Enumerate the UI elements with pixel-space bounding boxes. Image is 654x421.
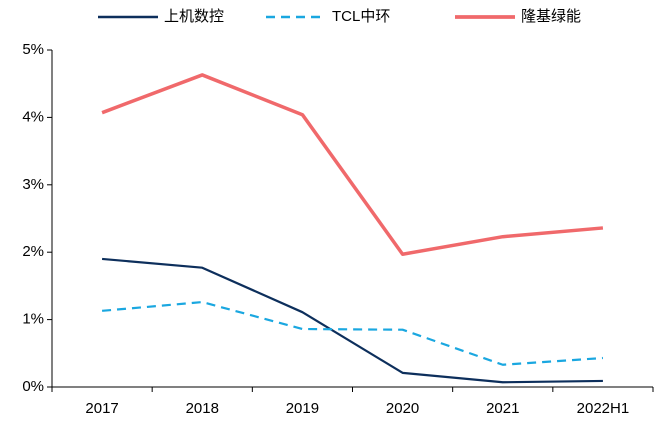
legend-label: 隆基绿能	[521, 8, 581, 25]
y-tick-label: 1%	[22, 311, 44, 328]
x-tick-label: 2021	[486, 400, 519, 417]
legend-label: 上机数控	[164, 8, 224, 25]
y-tick-label: 5%	[22, 41, 44, 58]
x-tick-label: 2017	[85, 400, 118, 417]
x-tick-label: 2020	[386, 400, 419, 417]
y-tick-label: 2%	[22, 243, 44, 260]
series-line	[101, 73, 604, 256]
x-tick-label: 2022H1	[577, 400, 630, 417]
legend-label: TCL中环	[332, 8, 390, 25]
x-tick-label: 2019	[286, 400, 319, 417]
y-tick-label: 4%	[22, 108, 44, 125]
y-tick-label: 3%	[22, 176, 44, 193]
x-tick-label: 2018	[186, 400, 219, 417]
series-line	[101, 257, 603, 384]
y-tick-label: 0%	[22, 378, 44, 395]
series-line	[101, 300, 603, 366]
